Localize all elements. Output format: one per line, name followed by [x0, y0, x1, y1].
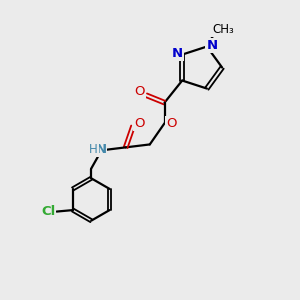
Text: CH₃: CH₃	[212, 23, 234, 36]
Text: N: N	[95, 142, 106, 156]
Text: N: N	[206, 39, 218, 52]
Text: H: H	[89, 142, 98, 156]
Text: Cl: Cl	[41, 205, 56, 218]
Text: O: O	[134, 85, 145, 98]
Text: O: O	[166, 117, 176, 130]
Text: O: O	[134, 117, 145, 130]
Text: N: N	[172, 47, 183, 60]
